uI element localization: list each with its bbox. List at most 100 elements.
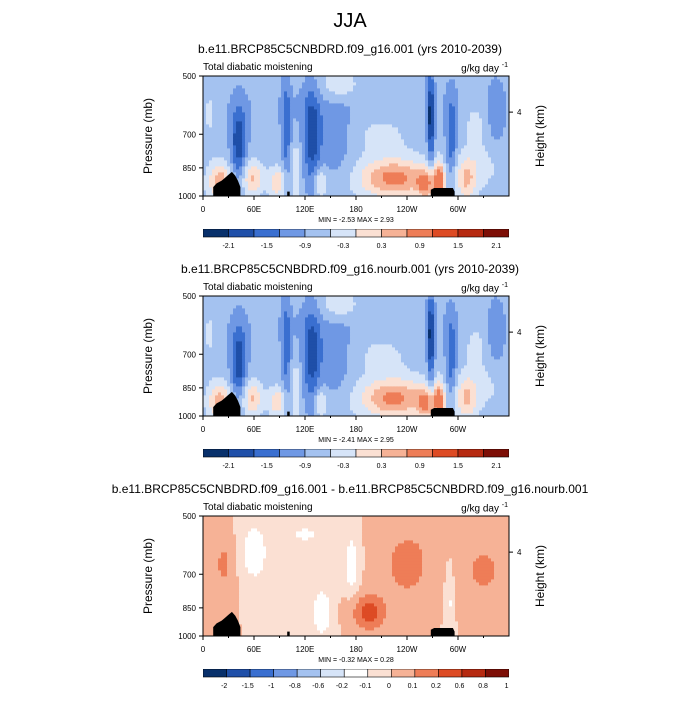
y2-tick-label: 4 — [517, 328, 522, 337]
colorbar-swatch — [458, 449, 484, 457]
y-tick-label: 700 — [183, 130, 197, 139]
min-max-label: MIN = -2.53 MAX = 2.93 — [203, 217, 509, 224]
contour-field — [203, 516, 509, 636]
contour-field — [203, 296, 509, 416]
panel-subtitle: Total diabatic moistening — [203, 502, 313, 513]
colorbar-label: 0.1 — [408, 683, 418, 690]
x-tick-label: 60W — [450, 645, 467, 654]
y2-axis-label: Height (km) — [533, 325, 547, 387]
colorbar-label: -0.3 — [337, 243, 349, 250]
colorbar-label: -0.3 — [337, 463, 349, 470]
x-tick-label: 120E — [296, 205, 315, 214]
panel-subtitle: Total diabatic moistening — [203, 282, 313, 293]
colorbar-label: -0.8 — [289, 683, 301, 690]
units-label: g/kg day -1 — [461, 282, 508, 294]
terrain-block — [287, 192, 290, 196]
chart-panel-2: b.e11.BRCP85C5CNBDRD.f09_g16.nourb.001 (… — [0, 262, 700, 490]
colorbar-label: -2 — [221, 683, 227, 690]
colorbar-swatch — [458, 229, 484, 237]
colorbar-label: 0.2 — [431, 683, 441, 690]
colorbar-swatch — [484, 449, 510, 457]
x-tick-label: 60W — [450, 205, 467, 214]
colorbar-swatch — [382, 229, 408, 237]
colorbar-swatch — [203, 669, 227, 677]
y2-axis-label: Height (km) — [533, 105, 547, 167]
colorbar-swatch — [305, 449, 331, 457]
x-tick-label: 180 — [349, 425, 363, 434]
colorbar-swatch — [407, 229, 433, 237]
panel-title: b.e11.BRCP85C5CNBDRD.f09_g16.nourb.001 (… — [0, 262, 700, 276]
colorbar-swatch — [331, 229, 357, 237]
colorbar-label: 0.8 — [478, 683, 488, 690]
y-axis-label: Pressure (mb) — [141, 318, 155, 394]
colorbar-label: -0.6 — [312, 683, 324, 690]
colorbar-swatch — [484, 229, 510, 237]
y-tick-label: 700 — [183, 350, 197, 359]
colorbar-label: -1 — [268, 683, 274, 690]
terrain-block — [431, 188, 455, 196]
colorbar-swatch — [391, 669, 415, 677]
panel-title: b.e11.BRCP85C5CNBDRD.f09_g16.001 - b.e11… — [0, 482, 700, 496]
chart-panel-1: b.e11.BRCP85C5CNBDRD.f09_g16.001 (yrs 20… — [0, 42, 700, 270]
colorbar-swatch — [344, 669, 368, 677]
y-tick-label: 500 — [183, 512, 197, 521]
y-tick-label: 500 — [183, 292, 197, 301]
y-axis-label: Pressure (mb) — [141, 98, 155, 174]
colorbar-label: -0.1 — [359, 683, 371, 690]
colorbar-swatch — [305, 229, 331, 237]
colorbar-label: -1.5 — [261, 463, 273, 470]
units-label: g/kg day -1 — [461, 62, 508, 74]
colorbar: -2-1.5-1-0.8-0.6-0.2-0.100.10.20.60.811.… — [203, 669, 509, 703]
y-tick-label: 700 — [183, 570, 197, 579]
colorbar-swatch — [297, 669, 321, 677]
min-max-label: MIN = -0.32 MAX = 0.28 — [203, 657, 509, 664]
chart-panel-3: b.e11.BRCP85C5CNBDRD.f09_g16.001 - b.e11… — [0, 482, 700, 710]
colorbar-label: 0.9 — [415, 243, 425, 250]
colorbar-swatch — [254, 449, 280, 457]
terrain-block — [431, 408, 455, 416]
colorbar-swatch — [250, 669, 274, 677]
colorbar-label: -0.9 — [299, 463, 311, 470]
colorbar-label: 1 — [505, 683, 509, 690]
x-tick-label: 60W — [450, 425, 467, 434]
x-tick-label: 0 — [201, 425, 206, 434]
y-tick-label: 1000 — [178, 412, 196, 421]
colorbar-swatch — [485, 669, 509, 677]
colorbar-swatch — [368, 669, 392, 677]
panel-title: b.e11.BRCP85C5CNBDRD.f09_g16.001 (yrs 20… — [0, 42, 700, 56]
colorbar-label: 0.3 — [377, 243, 387, 250]
contour-field — [203, 76, 509, 196]
colorbar-swatch — [356, 229, 382, 237]
x-tick-label: 120W — [397, 425, 418, 434]
colorbar-swatch — [462, 669, 486, 677]
colorbar-swatch — [433, 229, 459, 237]
colorbar-swatch — [280, 229, 306, 237]
y-tick-label: 500 — [183, 72, 197, 81]
terrain-block — [287, 412, 290, 416]
colorbar-label: -1.5 — [242, 683, 254, 690]
page-title: JJA — [0, 10, 700, 33]
terrain-block — [431, 628, 455, 636]
colorbar-swatch — [321, 669, 345, 677]
colorbar-label: -2.1 — [222, 243, 234, 250]
x-tick-label: 120E — [296, 425, 315, 434]
y2-tick-label: 4 — [517, 548, 522, 557]
colorbar-label: 1.5 — [453, 463, 463, 470]
colorbar-label: 0 — [387, 683, 391, 690]
y-axis-label: Pressure (mb) — [141, 538, 155, 614]
colorbar-label: -0.2 — [336, 683, 348, 690]
colorbar-label: 0.3 — [377, 463, 387, 470]
colorbar-swatch — [433, 449, 459, 457]
colorbar-swatch — [280, 449, 306, 457]
x-tick-label: 120W — [397, 645, 418, 654]
units-label: g/kg day -1 — [461, 502, 508, 514]
x-tick-label: 60E — [247, 645, 261, 654]
colorbar-label: 0.6 — [455, 683, 465, 690]
x-tick-label: 120W — [397, 205, 418, 214]
y2-tick-label: 4 — [517, 108, 522, 117]
colorbar-swatch — [229, 229, 255, 237]
x-tick-label: 180 — [349, 645, 363, 654]
